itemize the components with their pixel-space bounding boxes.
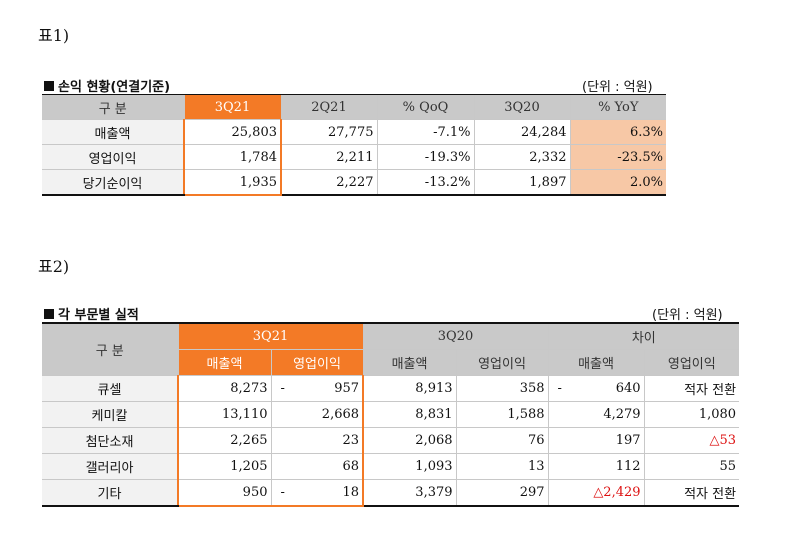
cell-3q20-sales: 8,913 [362,375,457,402]
cell-3q21-sales: 1,205 [177,453,271,480]
cell-diff-sales: △2,429 [547,479,645,507]
table-row: 기타 950 - 18 3,379 297 △2,429 적자 전환 [42,479,740,507]
cell-3q20-op: 76 [455,427,549,454]
cell-value: 18 [342,485,360,500]
header-category: 구 분 [42,324,178,376]
cell-yoy: 2.0% [569,169,666,196]
cell-3q21-op: 68 [270,453,365,480]
table1-title-text: 손익 현황(연결기준) [58,80,171,95]
table1-label: 표1) [38,26,70,45]
header-qoq: % QoQ [376,95,474,120]
table-row: 첨단소재 2,265 23 2,068 76 197 △53 [42,427,740,454]
row-label: 매출액 [42,119,184,145]
table-row: 매출액 25,803 27,775 -7.1% 24,284 6.3% [42,119,666,145]
header-diff-op: 영업이익 [643,349,740,376]
table1: 구 분 3Q21 2Q21 % QoQ 3Q20 % YoY 매출액 25,80… [42,95,666,196]
row-label: 갤러리아 [42,453,178,480]
table2: 구 분 3Q21 3Q20 차이 매출액 영업이익 매출액 영업이익 매출액 영… [42,324,740,507]
table-row: 영업이익 1,784 2,211 -19.3% 2,332 -23.5% [42,144,666,170]
cell-diff-op: 적자 전환 [643,375,740,402]
cell-3q20: 2,332 [473,144,570,170]
cell-3q21-op: - 957 [270,375,365,402]
cell-3q21: 1,935 [183,169,282,196]
row-label: 당기순이익 [42,169,184,196]
square-bullet-icon [44,309,54,319]
cell-3q21-op: - 18 [270,479,365,507]
row-label: 큐셀 [42,375,178,402]
table2-top-rule [42,322,739,324]
cell-3q20-op: 358 [455,375,549,402]
cell-3q20-op: 297 [455,479,549,507]
cell-3q20: 1,897 [473,169,570,196]
cell-2q21: 2,227 [280,169,377,196]
cell-3q20: 24,284 [473,119,570,145]
cell-3q21-op: 2,668 [270,401,365,428]
cell-qoq: -13.2% [376,169,474,196]
header-3q21: 3Q21 [183,95,281,120]
cell-qoq: -7.1% [376,119,474,145]
cell-3q20-op: 13 [455,453,549,480]
table2-unit: (단위 : 억원) [652,308,723,323]
dash-marker: - [557,381,562,396]
table2-header-sub-row: 매출액 영업이익 매출액 영업이익 매출액 영업이익 [42,349,740,376]
cell-2q21: 2,211 [280,144,377,170]
cell-yoy: 6.3% [569,119,666,145]
header-3q20-op: 영업이익 [455,349,549,376]
row-label: 기타 [42,479,178,507]
table1-header-row: 구 분 3Q21 2Q21 % QoQ 3Q20 % YoY [42,95,666,120]
table2-title: 각 부문별 실적 [44,304,139,323]
header-3q21-sales: 매출액 [177,349,271,376]
header-yoy: % YoY [569,95,666,120]
header-3q21-op: 영업이익 [270,349,364,376]
row-label: 케미칼 [42,401,178,428]
cell-diff-op: △53 [643,427,740,454]
header-3q20-sales: 매출액 [362,349,457,376]
table1-unit: (단위 : 억원) [582,80,653,95]
cell-diff-sales: - 640 [547,375,645,402]
cell-diff-sales: 197 [547,427,645,454]
header-3q20: 3Q20 [473,95,570,120]
cell-diff-sales: 112 [547,453,645,480]
table-row: 큐셀 8,273 - 957 8,913 358 - 640 적자 전환 [42,375,740,402]
dash-marker: - [280,381,285,396]
cell-3q21-sales: 2,265 [177,427,271,454]
cell-3q20-sales: 3,379 [362,479,457,507]
cell-3q20-sales: 8,831 [362,401,457,428]
header-3q21: 3Q21 [177,324,364,350]
cell-3q21-op: 23 [270,427,365,454]
row-label: 첨단소재 [42,427,178,454]
cell-3q21-sales: 8,273 [177,375,271,402]
header-diff: 차이 [547,324,740,350]
cell-3q21-sales: 13,110 [177,401,271,428]
header-diff-sales: 매출액 [547,349,645,376]
cell-3q21-sales: 950 [177,479,271,507]
table2-label: 표2) [38,257,70,276]
cell-3q21: 1,784 [183,144,282,170]
table2-title-text: 각 부문별 실적 [58,308,139,323]
cell-3q21: 25,803 [183,119,282,145]
row-label: 영업이익 [42,144,184,170]
dash-marker: - [280,485,285,500]
table-row: 케미칼 13,110 2,668 8,831 1,588 4,279 1,080 [42,401,740,428]
header-3q20: 3Q20 [362,324,549,350]
cell-diff-op: 적자 전환 [643,479,740,507]
square-bullet-icon [44,81,54,91]
table-row: 당기순이익 1,935 2,227 -13.2% 1,897 2.0% [42,169,666,196]
cell-qoq: -19.3% [376,144,474,170]
cell-value: 957 [334,381,360,396]
cell-3q20-sales: 1,093 [362,453,457,480]
table1-title: 손익 현황(연결기준) [44,76,170,95]
cell-2q21: 27,775 [280,119,377,145]
table2-header-group-row: 구 분 3Q21 3Q20 차이 [42,324,740,376]
table-row: 갤러리아 1,205 68 1,093 13 112 55 [42,453,740,480]
header-2q21: 2Q21 [280,95,377,120]
cell-3q20-op: 1,588 [455,401,549,428]
cell-diff-sales: 4,279 [547,401,645,428]
cell-3q20-sales: 2,068 [362,427,457,454]
cell-diff-op: 55 [643,453,740,480]
cell-yoy: -23.5% [569,144,666,170]
header-category: 구 분 [42,95,184,120]
cell-diff-op: 1,080 [643,401,740,428]
cell-value: 640 [615,381,641,396]
